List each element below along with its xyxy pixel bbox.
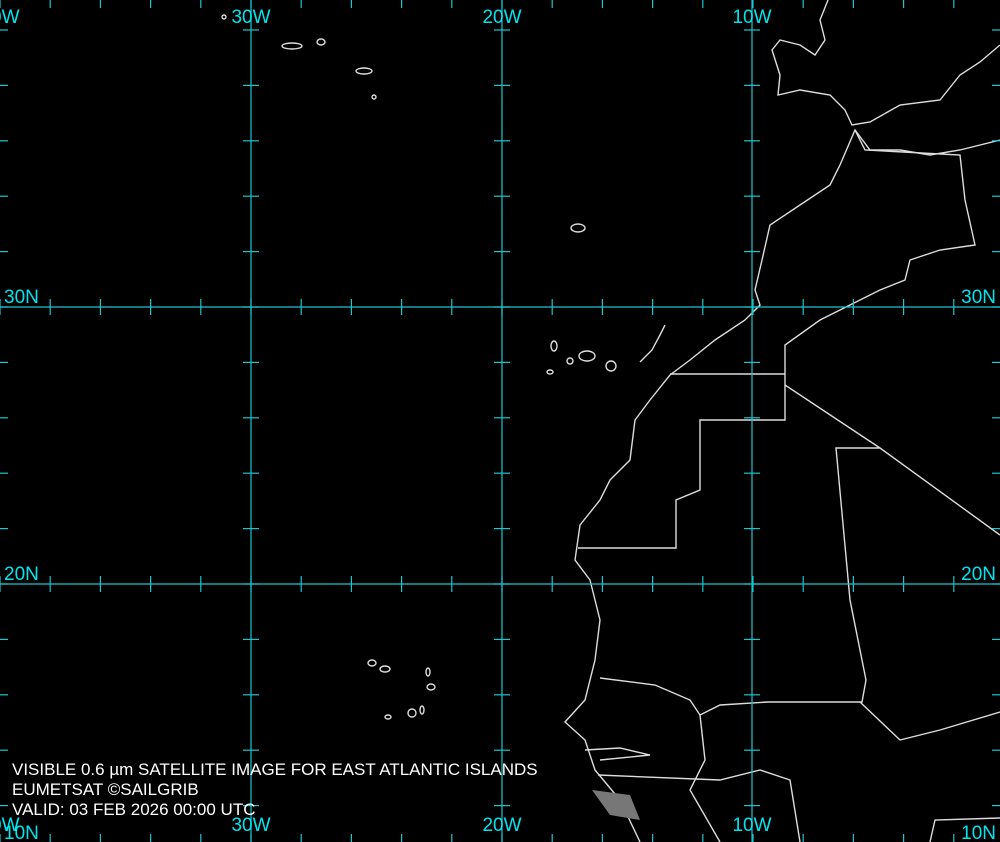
lon-label: 10W — [732, 7, 771, 28]
island — [316, 38, 326, 46]
coastlines — [221, 0, 1000, 842]
lon-label: 20W — [482, 815, 521, 836]
lon-label: 20W — [482, 7, 521, 28]
island — [605, 360, 617, 372]
island — [419, 705, 425, 715]
lon-label: 10W — [732, 815, 771, 836]
island — [379, 665, 391, 673]
island — [426, 683, 436, 691]
lon-label: 40W — [0, 7, 20, 28]
caption-line: EUMETSAT ©SAILGRIB — [12, 780, 199, 799]
lat-label: 30N — [961, 287, 996, 308]
lon-label: 40W — [0, 815, 20, 836]
islands — [221, 14, 666, 720]
lon-label: 30W — [231, 815, 270, 836]
island — [550, 340, 558, 352]
island — [425, 667, 431, 677]
lat-label: 10N — [4, 823, 39, 842]
island — [578, 350, 596, 362]
borders — [578, 129, 1000, 842]
island — [546, 369, 554, 375]
island — [407, 708, 417, 718]
lat-label: 10N — [961, 823, 996, 842]
iberia-coast — [771, 0, 1000, 126]
island — [221, 14, 227, 20]
lat-label: 30N — [4, 287, 39, 308]
lat-label: 20N — [961, 564, 996, 585]
island — [639, 324, 666, 363]
caption-line: VALID: 03 FEB 2026 00:00 UTC — [12, 800, 255, 819]
island — [281, 42, 303, 50]
grid-labels: 40W 30W 20W 10W 40W 30W 20W 10W 30N 20N 10N 30N 20N 1… — [0, 7, 996, 842]
island — [355, 67, 373, 75]
cloud-patch — [592, 790, 640, 820]
island — [367, 659, 377, 667]
lon-label: 30W — [231, 7, 270, 28]
island — [371, 94, 377, 100]
caption-line: VISIBLE 0.6 µm SATELLITE IMAGE FOR EAST … — [12, 760, 538, 779]
island — [570, 223, 586, 233]
island — [384, 714, 392, 720]
lat-label: 20N — [4, 564, 39, 585]
africa-coast — [564, 128, 1000, 842]
island — [566, 357, 574, 365]
